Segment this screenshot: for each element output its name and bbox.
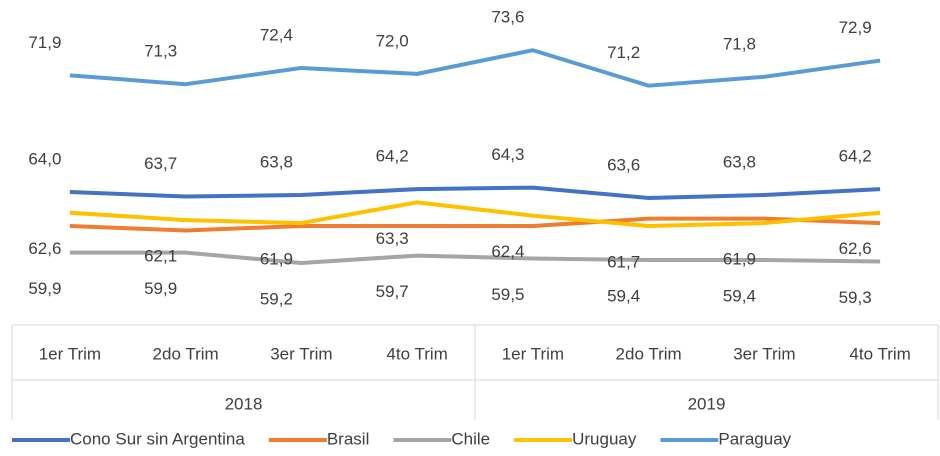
data-label: 71,3	[144, 42, 177, 61]
x-tick-label: 1er Trim	[39, 344, 101, 363]
x-tick-label: 1er Trim	[502, 344, 564, 363]
series-line	[69, 200, 881, 229]
legend: Cono Sur sin Argentina Brasil Chile Uruguay…	[12, 429, 792, 448]
data-label: 63,3	[376, 229, 409, 248]
data-label: 72,9	[839, 18, 872, 37]
data-label: 59,3	[839, 288, 872, 307]
data-label: 64,2	[839, 147, 872, 166]
data-label: 62,1	[144, 247, 177, 266]
group-label: 2019	[688, 394, 726, 413]
data-label: 61,9	[723, 250, 756, 269]
x-tick-label: 4to Trim	[386, 344, 447, 363]
data-label: 64,0	[28, 150, 61, 169]
x-tick-label: 2do Trim	[616, 344, 682, 363]
x-tick-label: 2do Trim	[153, 344, 219, 363]
x-tick-label: 3er Trim	[733, 344, 795, 363]
legend-label: Uruguay	[572, 429, 637, 448]
data-label: 59,9	[28, 279, 61, 298]
data-label: 64,3	[491, 145, 524, 164]
x-tick-label: 3er Trim	[270, 344, 332, 363]
group-label: 2018	[225, 394, 263, 413]
data-label: 64,2	[376, 147, 409, 166]
data-label: 59,4	[723, 286, 756, 305]
data-label: 59,9	[144, 279, 177, 298]
x-tick-label: 4to Trim	[849, 344, 910, 363]
series-line	[69, 250, 881, 265]
data-label: 63,8	[723, 152, 756, 171]
series-line	[69, 48, 881, 88]
series-line	[69, 185, 881, 200]
data-label: 62,6	[839, 239, 872, 258]
series-line	[69, 216, 881, 233]
legend-label: Brasil	[327, 429, 370, 448]
data-label: 59,7	[376, 282, 409, 301]
legend-label: Cono Sur sin Argentina	[70, 429, 245, 448]
data-label: 63,6	[607, 155, 640, 174]
data-label: 71,9	[28, 33, 61, 52]
data-label: 59,5	[491, 285, 524, 304]
data-label: 59,2	[260, 289, 293, 308]
data-label: 63,8	[260, 152, 293, 171]
data-label: 62,4	[491, 242, 524, 261]
data-label: 71,2	[607, 43, 640, 62]
data-label: 63,7	[144, 154, 177, 173]
legend-label: Paraguay	[718, 429, 791, 448]
data-label: 72,0	[376, 31, 409, 50]
legend-label: Chile	[451, 429, 490, 448]
data-label: 72,4	[260, 25, 293, 44]
data-label: 73,6	[491, 8, 524, 27]
data-label: 62,6	[28, 239, 61, 258]
data-label: 59,4	[607, 286, 640, 305]
data-label: 71,8	[723, 34, 756, 53]
data-label: 61,7	[607, 253, 640, 272]
data-label: 61,9	[260, 250, 293, 269]
